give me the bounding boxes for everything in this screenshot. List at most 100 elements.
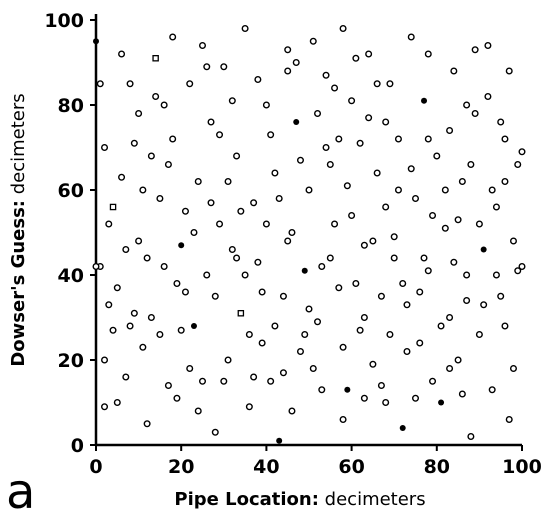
data-point bbox=[373, 80, 381, 88]
data-point bbox=[130, 309, 138, 317]
data-point bbox=[147, 314, 155, 322]
data-point bbox=[152, 92, 160, 100]
data-point bbox=[267, 131, 275, 139]
x-tick-label: 0 bbox=[89, 456, 102, 478]
data-point-filled bbox=[276, 437, 283, 444]
data-point bbox=[139, 186, 147, 194]
data-point bbox=[471, 46, 479, 54]
data-point bbox=[173, 280, 181, 288]
data-point bbox=[326, 160, 334, 168]
data-point bbox=[211, 292, 219, 300]
data-point-filled bbox=[344, 386, 351, 393]
data-point bbox=[194, 177, 202, 185]
data-point bbox=[514, 160, 522, 168]
data-point bbox=[501, 322, 509, 330]
data-point bbox=[194, 407, 202, 415]
data-point bbox=[407, 165, 415, 173]
data-point bbox=[394, 135, 402, 143]
data-point bbox=[360, 394, 368, 402]
y-tick-label: 0 bbox=[71, 435, 84, 457]
data-point bbox=[241, 271, 249, 279]
data-point bbox=[501, 177, 509, 185]
data-point bbox=[488, 186, 496, 194]
y-tick-label: 40 bbox=[58, 265, 84, 287]
y-tick-label: 100 bbox=[44, 10, 84, 32]
data-point bbox=[305, 305, 313, 313]
data-point-square bbox=[109, 203, 117, 211]
data-point bbox=[416, 339, 424, 347]
data-point bbox=[101, 403, 109, 411]
data-point bbox=[382, 203, 390, 211]
data-point bbox=[186, 365, 194, 373]
data-point bbox=[492, 271, 500, 279]
data-point bbox=[373, 169, 381, 177]
data-point bbox=[118, 50, 126, 58]
data-point bbox=[382, 399, 390, 407]
data-point bbox=[296, 156, 304, 164]
data-point-filled bbox=[480, 246, 487, 253]
data-point-filled bbox=[93, 38, 99, 45]
data-point bbox=[403, 348, 411, 356]
data-point bbox=[250, 373, 258, 381]
data-point bbox=[467, 433, 475, 441]
data-point bbox=[139, 343, 147, 351]
data-point bbox=[254, 75, 262, 83]
data-point bbox=[216, 131, 224, 139]
panel-label: a bbox=[6, 464, 35, 518]
data-point bbox=[394, 186, 402, 194]
data-point bbox=[203, 63, 211, 71]
data-point bbox=[126, 80, 134, 88]
data-point bbox=[429, 377, 437, 385]
data-point bbox=[198, 42, 206, 50]
data-points bbox=[92, 25, 526, 444]
data-point bbox=[360, 241, 368, 249]
data-point bbox=[267, 377, 275, 385]
data-point bbox=[463, 101, 471, 109]
data-point-filled bbox=[438, 399, 445, 406]
data-point bbox=[377, 292, 385, 300]
data-point bbox=[198, 377, 206, 385]
data-point bbox=[237, 207, 245, 215]
data-point bbox=[326, 254, 334, 262]
data-point bbox=[228, 245, 236, 253]
data-point bbox=[207, 199, 215, 207]
data-point bbox=[352, 280, 360, 288]
data-point bbox=[446, 365, 454, 373]
y-axis-label: Dowser's Guess: decimeters bbox=[8, 93, 29, 366]
data-point bbox=[177, 326, 185, 334]
data-point bbox=[433, 152, 441, 160]
data-point bbox=[518, 263, 526, 271]
data-point bbox=[377, 382, 385, 390]
x-axis-label-rest: decimeters bbox=[325, 489, 426, 510]
data-point bbox=[509, 237, 517, 245]
data-point bbox=[416, 288, 424, 296]
data-point bbox=[335, 135, 343, 143]
data-point bbox=[360, 314, 368, 322]
data-point bbox=[309, 37, 317, 45]
data-point bbox=[458, 390, 466, 398]
data-point bbox=[233, 254, 241, 262]
data-point bbox=[96, 80, 104, 88]
data-point bbox=[446, 126, 454, 134]
data-point bbox=[318, 386, 326, 394]
data-point bbox=[441, 186, 449, 194]
data-point bbox=[424, 50, 432, 58]
data-point bbox=[348, 211, 356, 219]
data-point bbox=[169, 33, 177, 41]
data-point bbox=[386, 331, 394, 339]
data-point bbox=[446, 314, 454, 322]
data-point bbox=[130, 139, 138, 147]
data-point bbox=[424, 267, 432, 275]
y-tick-label: 80 bbox=[58, 95, 84, 117]
data-point bbox=[475, 331, 483, 339]
y-axis-label-bold: Dowser's Guess: bbox=[8, 200, 29, 367]
data-point bbox=[135, 237, 143, 245]
data-point bbox=[471, 109, 479, 117]
data-point bbox=[356, 326, 364, 334]
data-point bbox=[169, 135, 177, 143]
data-point bbox=[339, 25, 347, 33]
data-point bbox=[309, 365, 317, 373]
data-point bbox=[271, 322, 279, 330]
data-point bbox=[518, 148, 526, 156]
data-point bbox=[314, 109, 322, 117]
